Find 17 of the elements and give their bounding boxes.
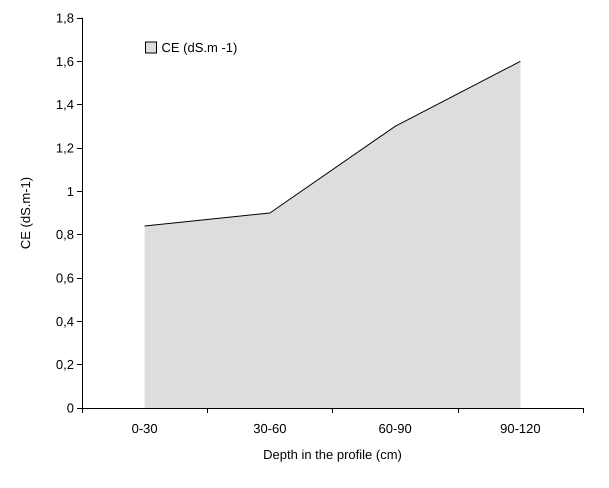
y-tick-label: 1,4 (56, 97, 74, 112)
x-tick-label: 60-90 (378, 421, 412, 436)
y-tick-label: 0,6 (56, 270, 74, 286)
y-tick-label: 1,2 (56, 140, 74, 156)
x-tick-label: 0-30 (132, 421, 158, 436)
y-tick-label: 0 (66, 400, 74, 416)
x-tick-label: 90-120 (500, 421, 541, 436)
y-tick-label: 0,2 (56, 357, 74, 372)
x-tick-label: 30-60 (253, 421, 286, 436)
legend-label: CE (dS.m -1) (162, 40, 238, 55)
y-axis-title: CE (dS.m-1) (18, 176, 33, 250)
y-tick-label: 0,4 (56, 314, 74, 329)
y-tick-label: 0,8 (56, 227, 74, 242)
y-tick-label: 1,8 (56, 10, 74, 26)
y-tick-label: 1 (66, 184, 74, 199)
x-axis-title: Depth in the profile (cm) (263, 447, 402, 462)
y-tick-label: 1,6 (56, 54, 74, 69)
